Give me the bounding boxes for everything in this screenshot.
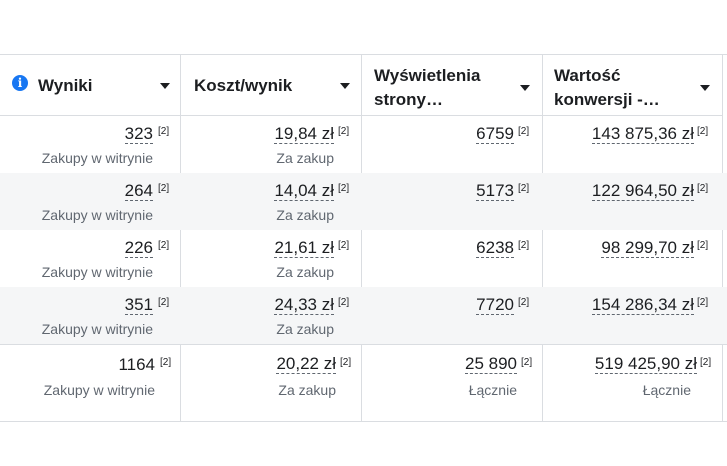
footnote-marker: [2] <box>160 357 172 368</box>
conversion-value[interactable]: 98 299,70 zł <box>601 238 694 258</box>
page-views-total-cell: 25 890 [2] Łącznie <box>362 345 542 422</box>
chevron-down-icon[interactable] <box>520 85 530 91</box>
cost-value[interactable]: 21,61 zł <box>274 238 334 258</box>
page-views-total-value[interactable]: 25 890 <box>465 354 517 374</box>
column-header-label: konwersji -… <box>554 90 660 109</box>
table-row: 226 [2] Zakupy w witrynie 21,61 zł [2] Z… <box>0 230 727 287</box>
column-header-label: Wyświetlenia <box>374 66 481 85</box>
footnote-marker: [2] <box>697 126 709 137</box>
results-cell: 323 [2] Zakupy w witrynie <box>0 116 180 173</box>
page-views-value[interactable]: 6759 <box>476 124 514 144</box>
results-table: i Wyniki Koszt/wynik Wyświetlenia strony… <box>0 54 727 422</box>
footnote-marker: [2] <box>158 126 170 137</box>
conversion-value-total-label: Łącznie <box>642 382 691 398</box>
footnote-marker: [2] <box>340 357 352 368</box>
results-value[interactable]: 226 <box>124 238 153 258</box>
footnote-marker: [2] <box>518 240 530 251</box>
footnote-marker: [2] <box>338 183 350 194</box>
cost-label: Za zakup <box>276 207 334 223</box>
results-value[interactable]: 264 <box>124 181 153 201</box>
cost-label: Za zakup <box>276 321 334 337</box>
page-views-total-label: Łącznie <box>468 382 517 398</box>
footnote-marker: [2] <box>518 126 530 137</box>
column-divider <box>361 55 362 422</box>
cost-cell: 24,33 zł [2] Za zakup <box>181 287 361 344</box>
page-views-cell: 5173 [2] <box>362 173 542 230</box>
cost-cell: 19,84 zł [2] Za zakup <box>181 116 361 173</box>
cost-total-value[interactable]: 20,22 zł <box>276 354 336 374</box>
results-total-cell: 1164 [2] Zakupy w witrynie <box>0 345 180 422</box>
footnote-marker: [2] <box>338 240 350 251</box>
column-header-label: Koszt/wynik <box>194 76 293 95</box>
page-views-value[interactable]: 7720 <box>476 295 514 315</box>
page-views-cell: 6238 [2] <box>362 230 542 287</box>
footnote-marker: [2] <box>697 297 709 308</box>
column-divider <box>180 55 181 422</box>
conversion-value-cell: 122 964,50 zł [2] <box>543 173 722 230</box>
column-header-cost-per-result[interactable]: Koszt/wynik <box>181 55 361 116</box>
chevron-down-icon[interactable] <box>160 83 170 89</box>
info-icon[interactable]: i <box>12 75 28 91</box>
cost-value[interactable]: 24,33 zł <box>274 295 334 315</box>
footnote-marker: [2] <box>338 297 350 308</box>
conversion-value[interactable]: 143 875,36 zł <box>591 124 694 144</box>
table-row: 264 [2] Zakupy w witrynie 14,04 zł [2] Z… <box>0 173 727 230</box>
column-header-label: Wartość <box>554 66 621 85</box>
conversion-value-cell: 98 299,70 zł [2] <box>543 230 722 287</box>
results-value[interactable]: 351 <box>124 295 153 315</box>
cost-label: Za zakup <box>276 150 334 166</box>
column-divider <box>722 55 723 422</box>
footnote-marker: [2] <box>518 297 530 308</box>
cost-total-cell: 20,22 zł [2] Za zakup <box>181 345 361 422</box>
results-cell: 264 [2] Zakupy w witrynie <box>0 173 180 230</box>
cost-value[interactable]: 19,84 zł <box>274 124 334 144</box>
chevron-down-icon[interactable] <box>700 85 710 91</box>
column-header-label: strony… <box>374 90 443 109</box>
conversion-value[interactable]: 122 964,50 zł <box>591 181 694 201</box>
footnote-marker: [2] <box>697 240 709 251</box>
conversion-value-total-cell: 519 425,90 zł [2] Łącznie <box>543 345 722 422</box>
cost-value[interactable]: 14,04 zł <box>274 181 334 201</box>
footnote-marker: [2] <box>521 357 533 368</box>
conversion-value-cell: 143 875,36 zł [2] <box>543 116 722 173</box>
cost-total-label: Za zakup <box>278 382 336 398</box>
footnote-marker: [2] <box>700 357 712 368</box>
conversion-value-total-value[interactable]: 519 425,90 zł <box>594 354 697 374</box>
table-row: 351 [2] Zakupy w witrynie 24,33 zł [2] Z… <box>0 287 727 344</box>
column-header-label: Wyniki <box>38 76 93 95</box>
column-header-conversion-value[interactable]: Wartość konwersji -… <box>543 55 722 116</box>
chevron-down-icon[interactable] <box>340 83 350 89</box>
results-label: Zakupy w witrynie <box>41 321 153 337</box>
results-cell: 226 [2] Zakupy w witrynie <box>0 230 180 287</box>
results-label: Zakupy w witrynie <box>41 207 153 223</box>
column-header-page-views[interactable]: Wyświetlenia strony… <box>362 55 542 116</box>
results-label: Zakupy w witrynie <box>41 264 153 280</box>
results-value[interactable]: 323 <box>124 124 153 144</box>
cost-cell: 21,61 zł [2] Za zakup <box>181 230 361 287</box>
footnote-marker: [2] <box>518 183 530 194</box>
results-total-label: Zakupy w witrynie <box>43 382 155 398</box>
footnote-marker: [2] <box>158 240 170 251</box>
table-summary-row: 1164 [2] Zakupy w witrynie 20,22 zł [2] … <box>0 344 727 422</box>
results-cell: 351 [2] Zakupy w witrynie <box>0 287 180 344</box>
table-row: 323 [2] Zakupy w witrynie 19,84 zł [2] Z… <box>0 116 727 173</box>
page-views-value[interactable]: 5173 <box>476 181 514 201</box>
footnote-marker: [2] <box>158 183 170 194</box>
column-header-results[interactable]: i Wyniki <box>0 55 180 116</box>
column-divider <box>542 55 543 422</box>
conversion-value[interactable]: 154 286,34 zł <box>591 295 694 315</box>
footnote-marker: [2] <box>158 297 170 308</box>
footnote-marker: [2] <box>338 126 350 137</box>
footnote-marker: [2] <box>697 183 709 194</box>
page-views-value[interactable]: 6238 <box>476 238 514 258</box>
cost-cell: 14,04 zł [2] Za zakup <box>181 173 361 230</box>
results-label: Zakupy w witrynie <box>41 150 153 166</box>
results-total-value: 1164 <box>118 355 155 374</box>
conversion-value-cell: 154 286,34 zł [2] <box>543 287 722 344</box>
page-views-cell: 6759 [2] <box>362 116 542 173</box>
cost-label: Za zakup <box>276 264 334 280</box>
page-views-cell: 7720 [2] <box>362 287 542 344</box>
